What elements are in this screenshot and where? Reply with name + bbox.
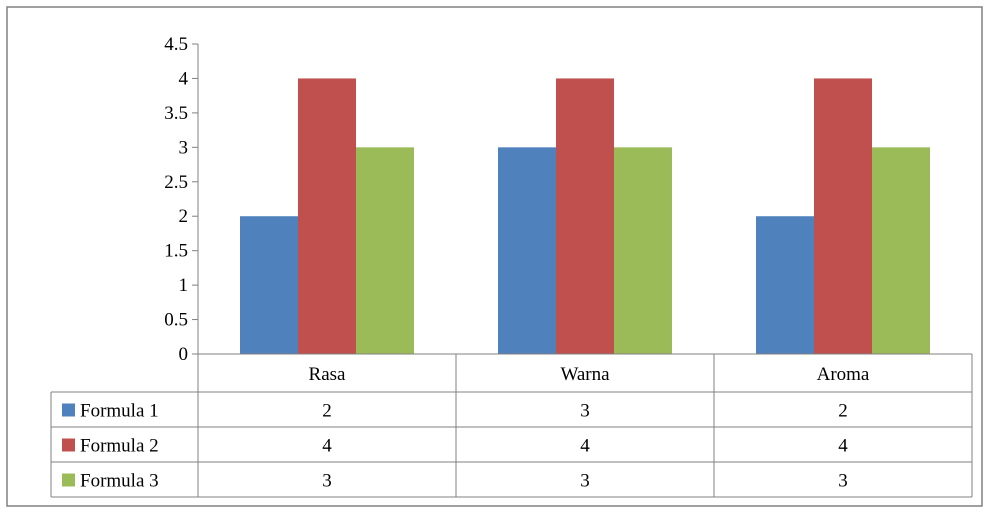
category-label: Rasa [309,364,347,385]
table-value: 3 [580,471,590,492]
y-tick-label: 3.5 [164,103,188,124]
y-tick-label: 4 [179,68,189,89]
y-tick-label: 4.5 [164,34,188,55]
legend-label: Formula 2 [80,436,159,457]
y-tick-label: 1.5 [164,241,188,262]
legend-label: Formula 1 [80,401,159,422]
bars [240,78,930,354]
bar-formula-3-rasa [356,147,414,354]
table-value: 4 [580,436,590,457]
y-tick-label: 0 [179,344,189,365]
legend-swatch [62,473,75,487]
y-tick-label: 2 [179,206,189,227]
legend-swatch [62,403,75,417]
table-value: 3 [838,471,848,492]
y-tick-label: 2.5 [164,172,188,193]
y-tick-label: 0.5 [164,310,188,331]
bar-formula-2-aroma [814,78,872,354]
y-axis: 0 0.5 1 1.5 2 2.5 3 3.5 4 4.5 [164,34,199,365]
bar-formula-3-warna [614,147,672,354]
category-label: Warna [560,364,610,385]
legend-label: Formula 3 [80,471,159,492]
bar-formula-2-rasa [298,78,356,354]
bar-formula-2-warna [556,78,614,354]
table-value: 4 [322,436,332,457]
table-value: 2 [322,401,332,422]
category-label: Aroma [817,364,870,385]
table-value: 2 [838,401,848,422]
y-tick-label: 3 [179,137,189,158]
table-value: 4 [838,436,848,457]
bar-formula-1-warna [498,147,556,354]
table-value: 3 [580,401,590,422]
bar-formula-3-aroma [872,147,930,354]
bar-formula-1-aroma [756,216,814,354]
data-table: Rasa Warna Aroma Formula 1 2 3 2 Formula 2 4 4 4 Fo… [50,353,973,498]
bar-formula-1-rasa [240,216,298,354]
y-tick-label: 1 [179,275,189,296]
legend-swatch [62,438,75,452]
table-value: 3 [322,471,332,492]
